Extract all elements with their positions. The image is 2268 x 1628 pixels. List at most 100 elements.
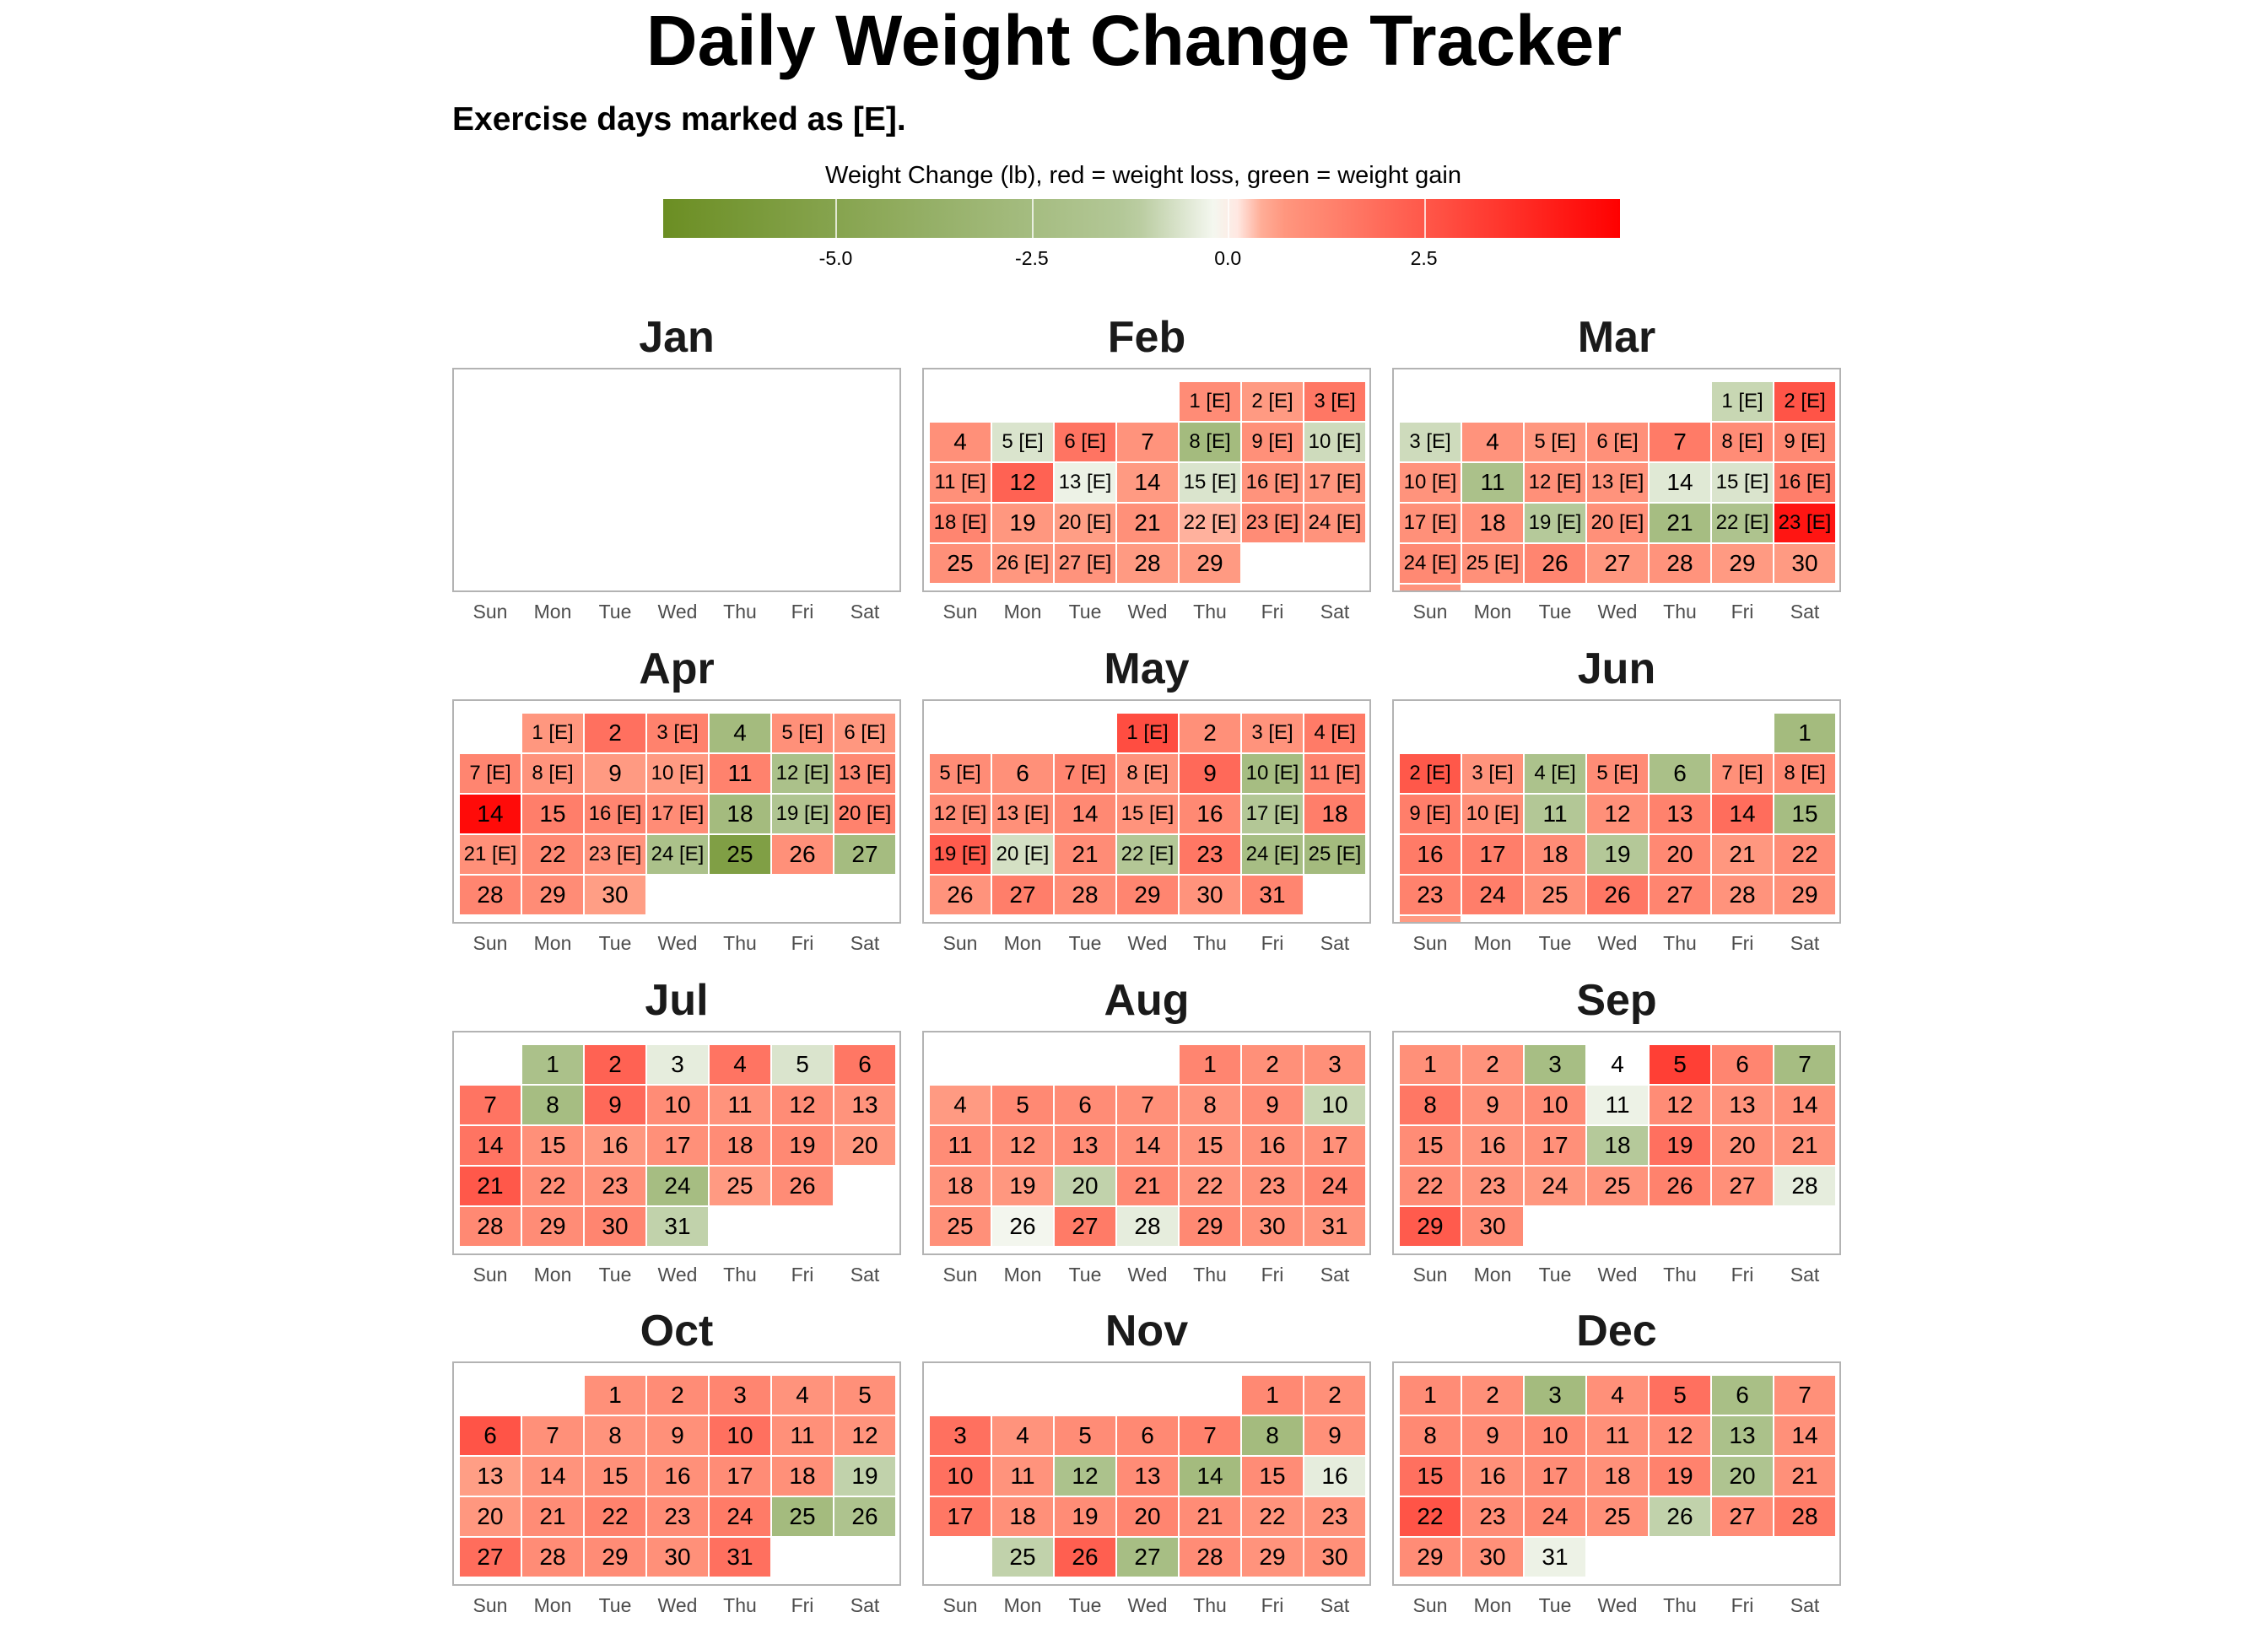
day-cell: 28 (1116, 543, 1179, 584)
day-cell: 11 (929, 1125, 991, 1166)
day-cell: 30 (1304, 1537, 1366, 1577)
day-cell: 4 [E] (1304, 713, 1366, 753)
day-cell: 22 [E] (1711, 503, 1774, 543)
month-grid: 1 2 3 4 5 6 7 8 9 10 11 12 13 14 15 16 17 18 19 20 21 22 23 25 2… (922, 1361, 1371, 1586)
day-cell: 25 [E] (1304, 834, 1366, 875)
day-cell: 26 (1649, 1166, 1711, 1206)
weekday-label: Thu (723, 932, 757, 954)
month-grid: 1 2 [E] 3 [E] 4 [E] 5 [E] 6 7 [E] 8 [E] 9 [E] 10 … (1392, 699, 1841, 924)
day-cell: 21 (1054, 834, 1116, 875)
day-cell: 26 (771, 1166, 834, 1206)
day-cell: 29 (1241, 1537, 1304, 1577)
weekday-label: Fri (1731, 1594, 1754, 1616)
day-cell: 5 [E] (991, 422, 1054, 462)
month-grid: 1 [E] 2 3 [E] 4 5 [E] 6 [E] 7 [E] 8 [E] 9 10 [E] 1… (452, 699, 901, 924)
day-cell: 14 (1711, 794, 1774, 834)
day-cell: 17 [E] (646, 794, 709, 834)
day-cell: 29 (1179, 1206, 1241, 1247)
day-cell: 30 (1774, 543, 1836, 584)
weekday-label: Fri (1261, 1264, 1284, 1286)
day-cell: 6 (834, 1044, 896, 1085)
month-title: Sep (1576, 976, 1657, 1025)
day-cell: 26 (1054, 1537, 1116, 1577)
day-cell: 26 (1586, 875, 1649, 915)
day-cell: 11 (1586, 1085, 1649, 1125)
day-cell: 18 [E] (929, 503, 991, 543)
day-cell: 9 (1304, 1415, 1366, 1456)
day-cell: 2 (1179, 713, 1241, 753)
day-cell: 17 (929, 1496, 991, 1537)
weekday-label: Sat (1320, 1594, 1350, 1616)
day-cell: 3 (646, 1044, 709, 1085)
day-cell: 29 (1399, 1206, 1461, 1247)
day-cell: 5 (1054, 1415, 1116, 1456)
day-cell: 23 [E] (1241, 503, 1304, 543)
day-cell: 20 (1054, 1166, 1116, 1206)
day-cell: 1 (521, 1044, 584, 1085)
month-grid (452, 368, 901, 592)
day-cell: 3 (1524, 1044, 1586, 1085)
day-cell: 3 [E] (646, 713, 709, 753)
weekday-label: Mon (1473, 1264, 1512, 1286)
day-cell: 26 (1524, 543, 1586, 584)
day-cell: 8 (1241, 1415, 1304, 1456)
day-cell: 22 (584, 1496, 646, 1537)
day-cell: 3 [E] (1241, 713, 1304, 753)
day-cell: 15 (1179, 1125, 1241, 1166)
day-cell: 20 (1116, 1496, 1179, 1537)
weekday-label: Thu (1193, 601, 1227, 623)
day-cell: 7 (1116, 1085, 1179, 1125)
day-cell: 27 (459, 1537, 521, 1577)
day-cell: 17 (1524, 1456, 1586, 1496)
day-cell: 14 (521, 1456, 584, 1496)
day-cell: 9 [E] (1241, 422, 1304, 462)
day-cell: 1 (1399, 1044, 1461, 1085)
day-cell: 16 (1241, 1125, 1304, 1166)
weekday-label: Mon (533, 1594, 572, 1616)
day-cell: 29 (1116, 875, 1179, 915)
weekday-label: Sat (850, 932, 880, 954)
weekday-label: Sun (942, 601, 978, 623)
day-cell: 31 (1241, 875, 1304, 915)
weekday-label: Fri (1731, 932, 1754, 954)
weekday-label: Mon (1003, 1264, 1042, 1286)
day-cell: 10 (1524, 1085, 1586, 1125)
day-cell: 20 [E] (1586, 503, 1649, 543)
day-cell: 3 (929, 1415, 991, 1456)
day-cell: 8 (1399, 1085, 1461, 1125)
day-cell: 9 (1461, 1415, 1524, 1456)
day-cell: 4 (1586, 1375, 1649, 1415)
day-cell: 19 (991, 503, 1054, 543)
day-cell: 21 (1649, 503, 1711, 543)
day-cell: 17 (646, 1125, 709, 1166)
weekday-label: Wed (1597, 1264, 1638, 1286)
day-cell: 26 (771, 834, 834, 875)
day-cell: 12 (771, 1085, 834, 1125)
day-cell: 25 (929, 543, 991, 584)
day-cell: 4 (1461, 422, 1524, 462)
day-cell: 11 (709, 753, 771, 794)
day-cell: 12 (1054, 1456, 1116, 1496)
month-panel-apr: Apr 1 [E] 2 3 [E] 4 5 [E] 6 [E] 7 [E] 8 [E] 9 10 [… (452, 644, 901, 966)
day-cell: 7 (1116, 422, 1179, 462)
day-cell: 20 [E] (991, 834, 1054, 875)
day-cell: 20 (1649, 834, 1711, 875)
weekday-label: Sat (850, 1264, 880, 1286)
weekday-label: Sun (1412, 1264, 1448, 1286)
day-cell: 19 [E] (929, 834, 991, 875)
legend-title: Weight Change (lb), red = weight loss, g… (825, 162, 1461, 189)
day-cell: 12 (991, 1125, 1054, 1166)
color-legend: Weight Change (lb), red = weight loss, g… (658, 162, 1628, 280)
day-cell: 28 (1649, 543, 1711, 584)
weekday-label: Tue (1068, 601, 1102, 623)
day-cell: 17 (709, 1456, 771, 1496)
day-cell: 23 [E] (1774, 503, 1836, 543)
day-cell: 15 (521, 794, 584, 834)
month-panel-sep: Sep 1 2 3 4 5 6 7 8 9 10 11 12 13 14 15 16 17 18 19 20 21 22 23… (1392, 976, 1841, 1297)
day-cell: 28 (1774, 1166, 1836, 1206)
day-cell: 1 [E] (521, 713, 584, 753)
weekday-label: Wed (1127, 601, 1168, 623)
day-cell: 5 (1649, 1375, 1711, 1415)
day-cell: 10 (1304, 1085, 1366, 1125)
day-cell: 6 (1054, 1085, 1116, 1125)
